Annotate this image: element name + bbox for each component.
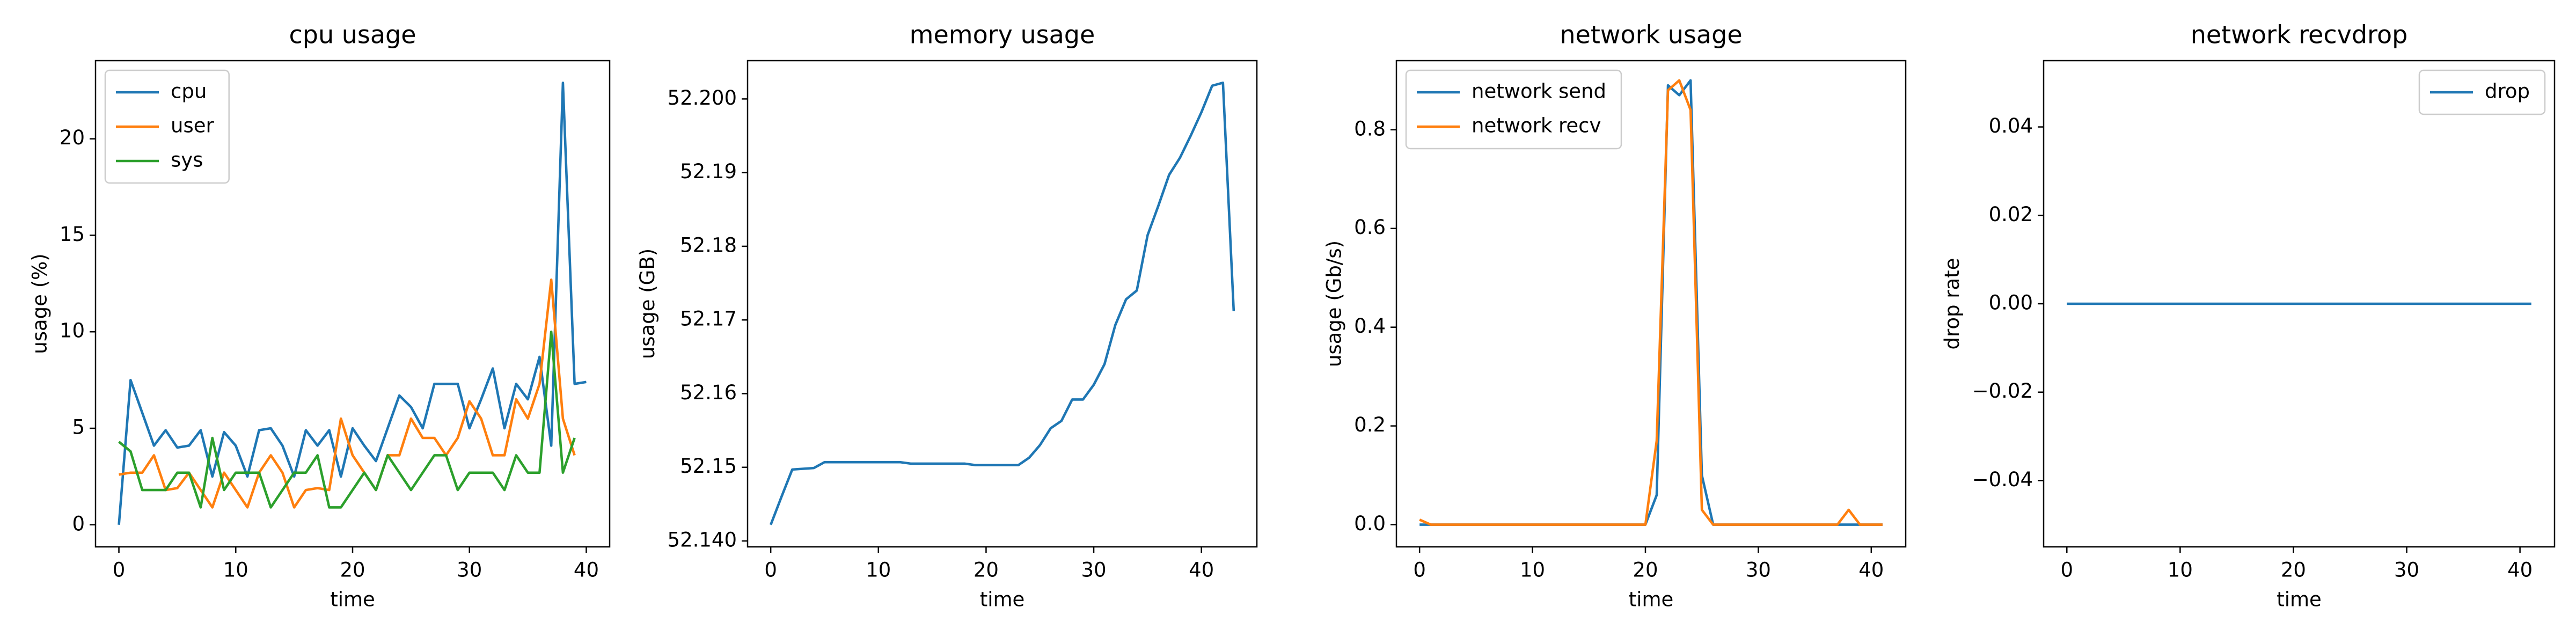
y-tick-label: 0.04: [1989, 114, 2033, 137]
axes-frame: [747, 60, 1258, 548]
legend-label: drop: [2485, 80, 2530, 103]
y-tick-label: 0.02: [1989, 203, 2033, 226]
x-axis-label: time: [1629, 588, 1674, 611]
axes-frame: [94, 60, 611, 548]
subplot-title: network recvdrop: [2191, 20, 2408, 49]
y-tick-label: 0.8: [1354, 117, 1386, 140]
y-tick-label: 0.0: [1354, 512, 1386, 535]
y-tick-label: −0.02: [1972, 379, 2033, 402]
x-tick-label: 40: [574, 559, 599, 582]
x-tick-label: 20: [2281, 559, 2306, 582]
y-tick-label: 0.2: [1354, 413, 1386, 436]
axes-frame: [1395, 60, 1907, 548]
x-tick-label: 0: [764, 559, 777, 582]
legend: cpu user sys: [104, 69, 230, 184]
legend-label: network recv: [1472, 114, 1601, 137]
y-axis-label: usage (Gb/s): [1323, 240, 1346, 367]
legend-label: sys: [171, 149, 203, 172]
x-tick-label: 10: [2168, 559, 2193, 582]
x-tick-label: 20: [1633, 559, 1658, 582]
x-tick-label: 30: [457, 559, 482, 582]
x-tick-label: 0: [2060, 559, 2073, 582]
legend-label: network send: [1472, 80, 1606, 103]
x-tick-label: 30: [2394, 559, 2419, 582]
y-tick-label: −0.04: [1972, 468, 2033, 491]
series-line: [118, 82, 587, 525]
series-line: [118, 330, 576, 509]
x-tick-label: 40: [2507, 559, 2533, 582]
x-tick-label: 0: [113, 559, 126, 582]
y-tick-label: 0.00: [1989, 291, 2033, 314]
y-tick-label: 20: [60, 126, 85, 149]
x-axis-label: time: [330, 588, 375, 611]
y-tick-label: 0: [72, 512, 85, 535]
x-tick-label: 20: [974, 559, 999, 582]
series-line: [119, 278, 576, 509]
y-tick-label: 10: [60, 319, 85, 342]
legend: drop: [2418, 69, 2546, 115]
series-line: [769, 81, 1235, 525]
y-axis-label: drop rate: [1941, 258, 1964, 350]
y-tick-label: 0.6: [1354, 216, 1386, 239]
legend-box: [1405, 69, 1622, 150]
x-tick-label: 40: [1858, 559, 1884, 582]
y-tick-label: 52.140: [668, 529, 737, 552]
subplot-title: cpu usage: [289, 20, 416, 49]
x-tick-label: 10: [223, 559, 248, 582]
legend-label: cpu: [171, 80, 207, 103]
y-axis-label: usage (%): [28, 253, 51, 354]
axes-frame: [2043, 60, 2556, 548]
x-tick-label: 10: [866, 559, 891, 582]
y-tick-label: 52.16: [680, 381, 737, 404]
y-tick-label: 15: [60, 223, 85, 246]
x-tick-label: 30: [1746, 559, 1771, 582]
x-tick-label: 0: [1413, 559, 1426, 582]
y-axis-label: usage (GB): [636, 248, 659, 359]
y-tick-label: 52.15: [680, 455, 737, 478]
y-tick-label: 0.4: [1354, 314, 1386, 338]
y-tick-label: 52.200: [668, 86, 737, 109]
y-tick-label: 5: [72, 416, 85, 439]
y-tick-label: 52.18: [680, 233, 737, 257]
x-axis-label: time: [980, 588, 1025, 611]
x-tick-label: 20: [340, 559, 365, 582]
x-tick-label: 40: [1189, 559, 1214, 582]
legend-label: user: [171, 114, 214, 137]
x-tick-label: 30: [1081, 559, 1106, 582]
legend-box: [2418, 69, 2546, 115]
y-tick-label: 52.17: [680, 308, 737, 331]
subplot-title: network usage: [1560, 20, 1742, 49]
y-tick-label: 52.19: [680, 160, 737, 183]
series-line: [1419, 79, 1883, 526]
x-tick-label: 10: [1520, 559, 1545, 582]
legend-box: [104, 69, 230, 184]
x-axis-label: time: [2277, 588, 2322, 611]
legend: network send network recv: [1405, 69, 1622, 150]
subplot-title: memory usage: [910, 20, 1095, 49]
